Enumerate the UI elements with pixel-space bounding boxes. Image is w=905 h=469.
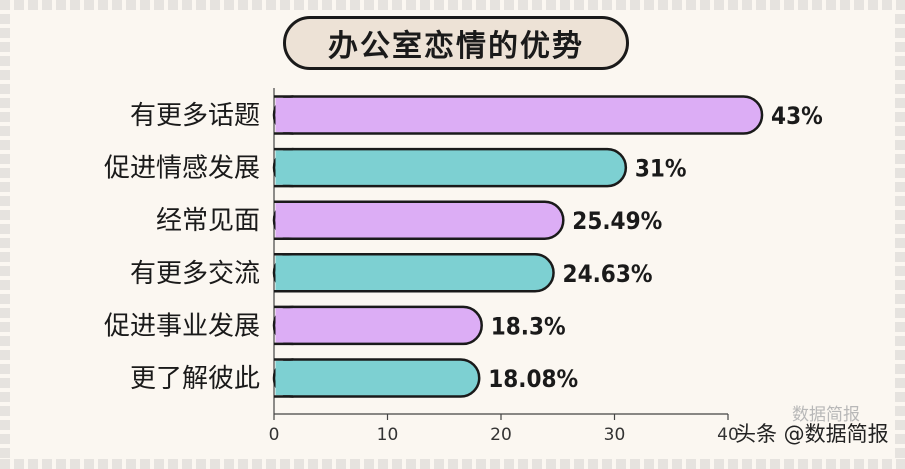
- category-label: 促进事业发展: [104, 311, 260, 341]
- category-label: 促进情感发展: [104, 154, 260, 184]
- bar: [272, 358, 481, 398]
- bar: [272, 305, 483, 346]
- category-label: 经常见面: [156, 206, 260, 236]
- category-label: 有更多话题: [130, 101, 260, 131]
- x-tick-label: 40: [717, 425, 739, 445]
- chart-title: 办公室恋情的优势: [283, 16, 629, 70]
- bar-left-fill: [275, 97, 294, 133]
- x-tick-label: 10: [377, 425, 399, 445]
- bar: [272, 95, 764, 135]
- value-label: 25.49%: [572, 207, 662, 235]
- x-tick-label: 30: [604, 425, 626, 445]
- bar: [272, 147, 628, 188]
- value-label: 18.08%: [488, 365, 578, 393]
- value-label: 43%: [771, 102, 823, 130]
- value-label: 31%: [635, 155, 687, 183]
- bar-left-fill: [275, 255, 294, 290]
- bar-left-fill: [275, 150, 294, 185]
- value-label: 24.63%: [563, 260, 653, 288]
- category-label: 有更多交流: [130, 259, 260, 289]
- bar-left-fill: [275, 360, 294, 396]
- bar-left-fill: [275, 203, 294, 238]
- bar: [272, 200, 565, 240]
- x-tick-label: 0: [269, 425, 280, 445]
- category-label: 更了解彼此: [130, 364, 260, 394]
- bar-left-fill: [275, 308, 294, 343]
- value-label: 18.3%: [491, 312, 566, 340]
- bar: [272, 253, 555, 293]
- x-tick-label: 20: [490, 425, 512, 445]
- watermark-ghost: 数据简报: [792, 405, 860, 425]
- watermark: 头条 @数据简报: [735, 422, 889, 446]
